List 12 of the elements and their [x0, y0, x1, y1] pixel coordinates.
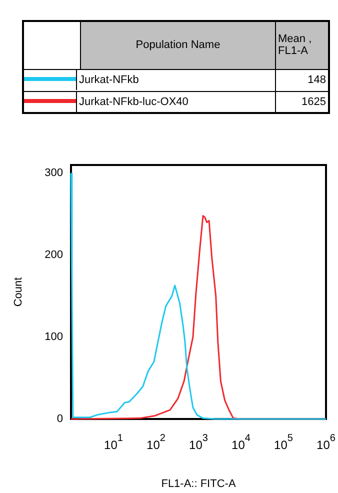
- y-tick-label: 200: [44, 249, 63, 262]
- y-tick-label: 0: [56, 413, 63, 426]
- text: Population Name: [80, 21, 276, 69]
- legend-label: Jurkat-NFkb-luc-OX40: [78, 96, 188, 108]
- y-tick-label: 300: [44, 167, 63, 180]
- y-tick-label: 100: [44, 331, 63, 344]
- legend-label: Jurkat-NFkb: [78, 74, 139, 86]
- text: Mean , FL1-A: [276, 21, 329, 69]
- text: 148: [276, 69, 329, 91]
- text: 1625: [276, 91, 329, 113]
- y-axis-title: Count: [12, 277, 25, 307]
- x-axis-title: FL1-A:: FITC-A: [161, 478, 236, 490]
